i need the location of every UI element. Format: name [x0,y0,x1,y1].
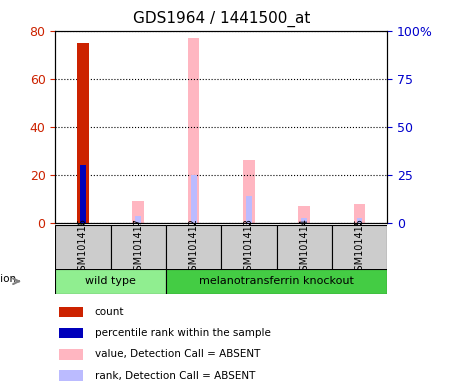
Bar [298,206,310,223]
Bar [59,349,83,359]
Bar [80,165,86,223]
Bar [354,204,366,223]
FancyBboxPatch shape [221,225,277,271]
Bar [59,371,83,381]
Text: GSM101416: GSM101416 [78,218,88,277]
Bar [77,43,89,223]
FancyBboxPatch shape [166,269,387,294]
Text: percentile rank within the sample: percentile rank within the sample [95,328,271,338]
Bar [191,175,196,223]
FancyBboxPatch shape [166,225,221,271]
Bar [136,215,141,223]
Text: rank, Detection Call = ABSENT: rank, Detection Call = ABSENT [95,371,255,381]
Text: value, Detection Call = ABSENT: value, Detection Call = ABSENT [95,349,260,359]
Text: GSM101415: GSM101415 [355,218,365,277]
Text: GSM101417: GSM101417 [133,218,143,277]
FancyBboxPatch shape [332,225,387,271]
Text: melanotransferrin knockout: melanotransferrin knockout [199,276,354,286]
Bar [132,201,144,223]
Text: GSM101413: GSM101413 [244,218,254,277]
FancyBboxPatch shape [277,225,332,271]
Bar [188,38,200,223]
Bar [301,218,307,223]
Text: count: count [95,307,124,317]
Text: genotype/variation: genotype/variation [0,274,17,284]
FancyBboxPatch shape [111,225,166,271]
Text: GSM101412: GSM101412 [189,218,199,277]
Text: wild type: wild type [85,276,136,286]
Title: GDS1964 / 1441500_at: GDS1964 / 1441500_at [133,10,310,26]
Bar [59,307,83,317]
Bar [246,196,252,223]
Text: GSM101414: GSM101414 [299,218,309,277]
Bar [243,161,255,223]
FancyBboxPatch shape [55,269,166,294]
FancyBboxPatch shape [55,225,111,271]
Bar [59,328,83,338]
Bar [357,218,362,223]
